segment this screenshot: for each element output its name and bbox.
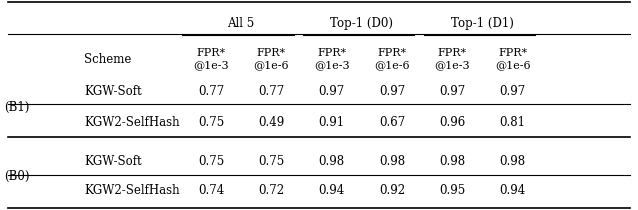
Text: 0.98: 0.98 <box>440 155 466 168</box>
Text: KGW2-SelfHash: KGW2-SelfHash <box>84 116 179 129</box>
Text: Scheme: Scheme <box>84 53 131 66</box>
Text: FPR*
@1e-6: FPR* @1e-6 <box>253 48 289 71</box>
Text: 0.75: 0.75 <box>198 116 224 129</box>
Text: KGW-Soft: KGW-Soft <box>84 85 142 98</box>
Text: 0.74: 0.74 <box>198 185 224 197</box>
Text: 0.75: 0.75 <box>258 155 285 168</box>
Text: 0.98: 0.98 <box>500 155 526 168</box>
Text: 0.96: 0.96 <box>440 116 466 129</box>
Text: 0.95: 0.95 <box>440 185 466 197</box>
Text: 0.97: 0.97 <box>379 85 405 98</box>
Text: (B0): (B0) <box>4 170 30 183</box>
Text: 0.72: 0.72 <box>258 185 285 197</box>
Text: FPR*
@1e-6: FPR* @1e-6 <box>375 48 410 71</box>
Text: All 5: All 5 <box>228 17 255 30</box>
Text: 0.97: 0.97 <box>318 85 345 98</box>
Text: 0.98: 0.98 <box>318 155 345 168</box>
Text: 0.91: 0.91 <box>318 116 345 129</box>
Text: FPR*
@1e-6: FPR* @1e-6 <box>495 48 531 71</box>
Text: 0.94: 0.94 <box>318 185 345 197</box>
Text: KGW2-SelfHash: KGW2-SelfHash <box>84 185 179 197</box>
Text: 0.94: 0.94 <box>500 185 526 197</box>
Text: Top-1 (D0): Top-1 (D0) <box>330 17 394 30</box>
Text: (B1): (B1) <box>4 101 30 114</box>
Text: Top-1 (D1): Top-1 (D1) <box>451 17 514 30</box>
Text: 0.75: 0.75 <box>198 155 224 168</box>
Text: 0.98: 0.98 <box>379 155 405 168</box>
Text: 0.97: 0.97 <box>440 85 466 98</box>
Text: FPR*
@1e-3: FPR* @1e-3 <box>314 48 350 71</box>
Text: FPR*
@1e-3: FPR* @1e-3 <box>434 48 470 71</box>
Text: 0.92: 0.92 <box>379 185 405 197</box>
Text: 0.81: 0.81 <box>500 116 526 129</box>
Text: 0.97: 0.97 <box>500 85 526 98</box>
Text: KGW-Soft: KGW-Soft <box>84 155 142 168</box>
Text: 0.77: 0.77 <box>258 85 285 98</box>
Text: 0.49: 0.49 <box>258 116 285 129</box>
Text: 0.77: 0.77 <box>198 85 224 98</box>
Text: FPR*
@1e-3: FPR* @1e-3 <box>193 48 229 71</box>
Text: 0.67: 0.67 <box>379 116 405 129</box>
